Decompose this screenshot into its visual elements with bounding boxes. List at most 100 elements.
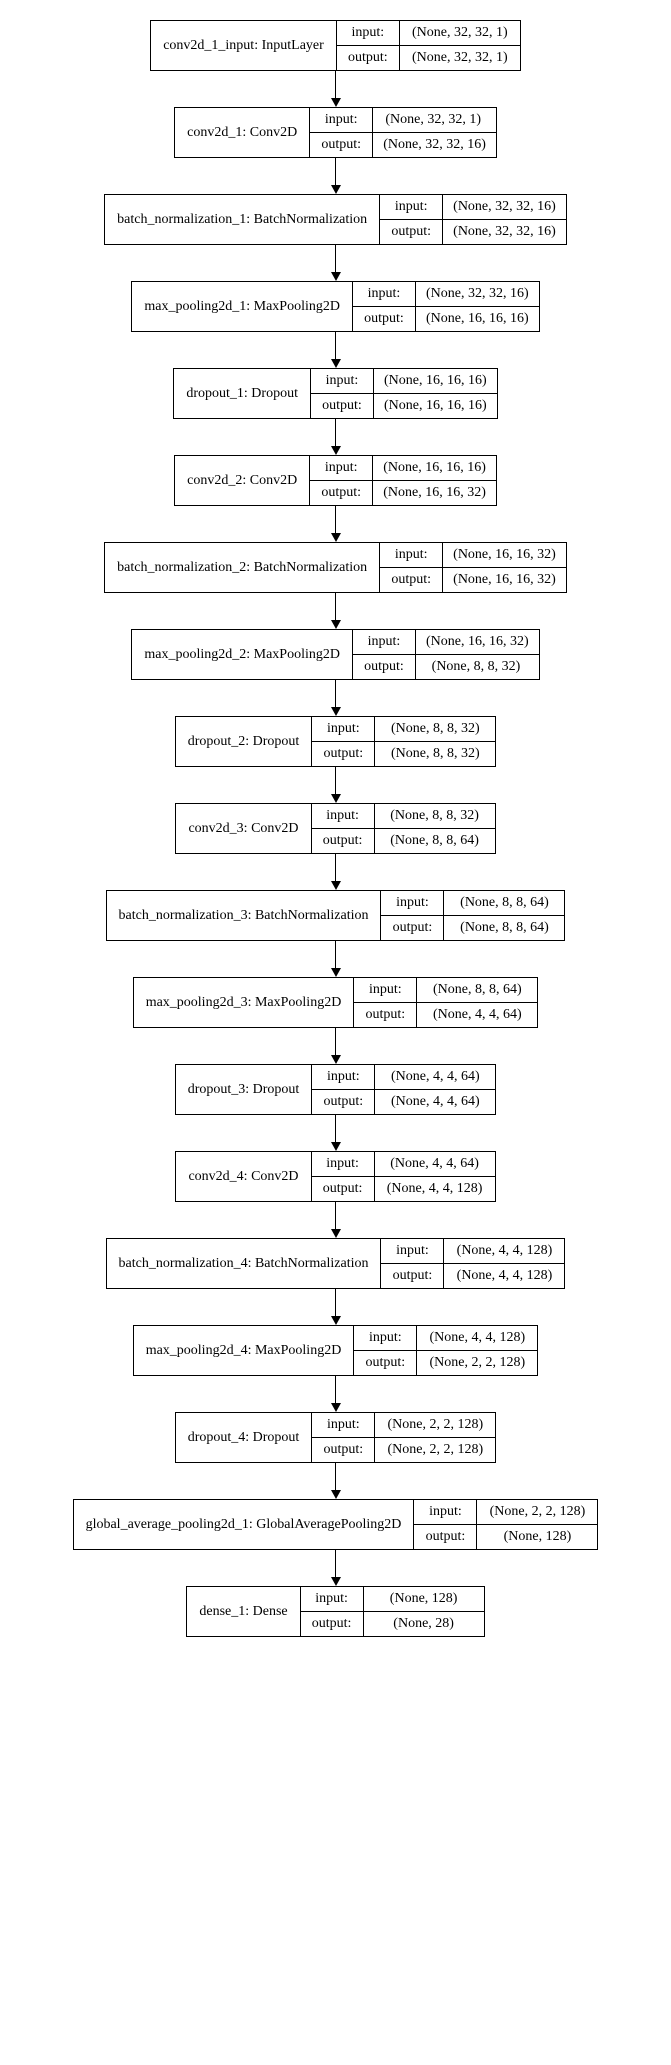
input-shape: (None, 8, 8, 64) [444,891,564,915]
output-shape: (None, 2, 2, 128) [375,1438,495,1462]
io-column: input:(None, 32, 32, 1)output:(None, 32,… [310,108,496,157]
output-label: output: [353,307,416,331]
input-shape: (None, 8, 8, 32) [375,717,495,741]
arrow-down-icon [331,245,341,281]
output-shape: (None, 128) [477,1525,597,1549]
input-row: input:(None, 8, 8, 64) [354,978,537,1003]
io-column: input:(None, 16, 16, 32)output:(None, 16… [380,543,566,592]
output-shape: (None, 16, 16, 32) [373,481,496,505]
input-row: input:(None, 16, 16, 32) [380,543,566,568]
input-row: input:(None, 2, 2, 128) [414,1500,597,1525]
io-column: input:(None, 128)output:(None, 28) [301,1587,484,1636]
input-label: input: [353,282,416,306]
model-diagram: conv2d_1_input: InputLayerinput:(None, 3… [73,20,599,1637]
layer-node: conv2d_2: Conv2Dinput:(None, 16, 16, 16)… [174,455,497,506]
io-column: input:(None, 4, 4, 64)output:(None, 4, 4… [312,1152,495,1201]
output-label: output: [353,655,416,679]
input-label: input: [301,1587,364,1611]
io-column: input:(None, 4, 4, 128)output:(None, 4, … [381,1239,564,1288]
layer-name: dense_1: Dense [187,1587,300,1636]
layer-name: batch_normalization_2: BatchNormalizatio… [105,543,380,592]
layer-node: conv2d_4: Conv2Dinput:(None, 4, 4, 64)ou… [175,1151,495,1202]
io-column: input:(None, 2, 2, 128)output:(None, 128… [414,1500,597,1549]
input-label: input: [311,369,374,393]
layer-name: dropout_2: Dropout [176,717,313,766]
output-row: output:(None, 4, 4, 64) [312,1090,495,1114]
input-shape: (None, 128) [364,1587,484,1611]
input-row: input:(None, 16, 16, 16) [311,369,497,394]
layer-name: global_average_pooling2d_1: GlobalAverag… [74,1500,415,1549]
layer-node: max_pooling2d_1: MaxPooling2Dinput:(None… [131,281,539,332]
input-row: input:(None, 2, 2, 128) [312,1413,495,1438]
output-label: output: [310,481,373,505]
output-shape: (None, 8, 8, 32) [416,655,536,679]
layer-node: max_pooling2d_4: MaxPooling2Dinput:(None… [133,1325,539,1376]
input-shape: (None, 16, 16, 16) [373,456,496,480]
arrow-down-icon [331,506,341,542]
input-row: input:(None, 16, 16, 16) [310,456,496,481]
input-row: input:(None, 4, 4, 64) [312,1152,495,1177]
output-shape: (None, 2, 2, 128) [417,1351,537,1375]
output-label: output: [380,220,443,244]
io-column: input:(None, 4, 4, 64)output:(None, 4, 4… [312,1065,495,1114]
output-row: output:(None, 4, 4, 128) [312,1177,495,1201]
input-label: input: [312,717,375,741]
output-shape: (None, 16, 16, 16) [374,394,497,418]
output-row: output:(None, 8, 8, 32) [353,655,539,679]
io-column: input:(None, 8, 8, 64)output:(None, 4, 4… [354,978,537,1027]
output-label: output: [312,1090,375,1114]
input-shape: (None, 16, 16, 32) [443,543,566,567]
layer-node: max_pooling2d_3: MaxPooling2Dinput:(None… [133,977,539,1028]
input-row: input:(None, 4, 4, 64) [312,1065,495,1090]
arrow-down-icon [331,1202,341,1238]
io-column: input:(None, 8, 8, 32)output:(None, 8, 8… [312,804,495,853]
arrow-down-icon [331,680,341,716]
arrow-down-icon [331,1463,341,1499]
arrow-down-icon [331,1028,341,1064]
output-label: output: [312,742,375,766]
layer-name: batch_normalization_1: BatchNormalizatio… [105,195,380,244]
output-row: output:(None, 16, 16, 32) [380,568,566,592]
output-row: output:(None, 16, 16, 32) [310,481,496,505]
io-column: input:(None, 2, 2, 128)output:(None, 2, … [312,1413,495,1462]
layer-node: dropout_1: Dropoutinput:(None, 16, 16, 1… [173,368,497,419]
input-row: input:(None, 8, 8, 32) [312,804,495,829]
io-column: input:(None, 16, 16, 16)output:(None, 16… [311,369,497,418]
output-label: output: [354,1351,417,1375]
output-label: output: [311,394,374,418]
input-shape: (None, 4, 4, 64) [375,1065,495,1089]
arrow-down-icon [331,332,341,368]
input-label: input: [380,543,443,567]
output-shape: (None, 32, 32, 1) [400,46,520,70]
arrow-down-icon [331,767,341,803]
input-label: input: [354,978,417,1002]
output-label: output: [312,1438,375,1462]
layer-name: dropout_3: Dropout [176,1065,313,1114]
input-row: input:(None, 4, 4, 128) [381,1239,564,1264]
arrow-down-icon [331,854,341,890]
arrow-down-icon [331,1376,341,1412]
io-column: input:(None, 32, 32, 1)output:(None, 32,… [337,21,520,70]
output-shape: (None, 8, 8, 64) [444,916,564,940]
input-row: input:(None, 8, 8, 32) [312,717,495,742]
output-row: output:(None, 28) [301,1612,484,1636]
output-shape: (None, 4, 4, 64) [375,1090,495,1114]
input-label: input: [337,21,400,45]
output-shape: (None, 32, 32, 16) [443,220,566,244]
layer-name: conv2d_2: Conv2D [175,456,310,505]
io-column: input:(None, 8, 8, 32)output:(None, 8, 8… [312,717,495,766]
output-row: output:(None, 2, 2, 128) [312,1438,495,1462]
arrow-down-icon [331,71,341,107]
layer-name: max_pooling2d_4: MaxPooling2D [134,1326,355,1375]
arrow-down-icon [331,1115,341,1151]
io-column: input:(None, 16, 16, 16)output:(None, 16… [310,456,496,505]
output-shape: (None, 4, 4, 128) [375,1177,495,1201]
input-shape: (None, 8, 8, 64) [417,978,537,1002]
layer-name: conv2d_1_input: InputLayer [151,21,337,70]
input-shape: (None, 16, 16, 16) [374,369,497,393]
input-label: input: [414,1500,477,1524]
input-label: input: [353,630,416,654]
input-label: input: [312,1413,375,1437]
input-row: input:(None, 16, 16, 32) [353,630,539,655]
output-label: output: [310,133,373,157]
